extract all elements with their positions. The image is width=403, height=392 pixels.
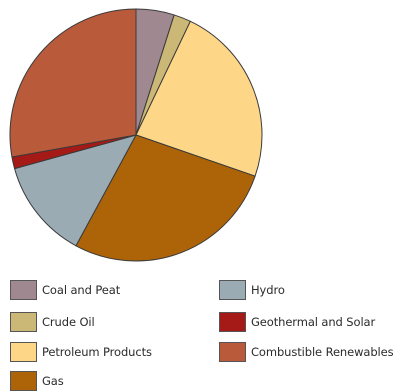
pie-slice-petroleum-products (135, 20, 263, 177)
pie-slice-combustible-renewables (9, 8, 137, 158)
pie-slice-gas (75, 134, 256, 262)
pie-slice-hydro (14, 134, 137, 247)
